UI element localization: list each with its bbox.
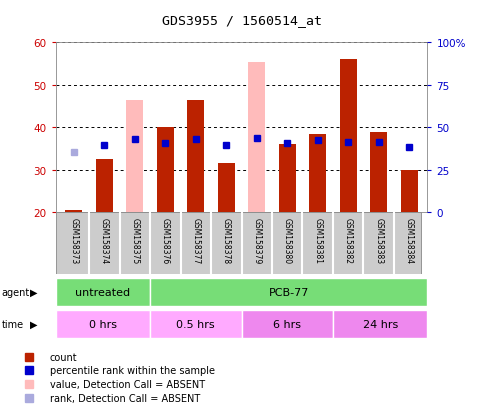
Text: untreated: untreated [75, 287, 130, 297]
Text: time: time [1, 319, 24, 329]
Text: rank, Detection Call = ABSENT: rank, Detection Call = ABSENT [50, 393, 200, 403]
Text: GSM158376: GSM158376 [161, 218, 170, 264]
Bar [279, 145, 296, 213]
Text: ▶: ▶ [30, 287, 38, 297]
Bar [127, 100, 143, 213]
Bar [187, 100, 204, 213]
Text: agent: agent [1, 287, 29, 297]
Text: GSM158380: GSM158380 [283, 218, 292, 263]
Bar [242, 311, 333, 338]
Bar [157, 128, 174, 213]
Text: PCB-77: PCB-77 [269, 287, 309, 297]
Text: GDS3955 / 1560514_at: GDS3955 / 1560514_at [161, 14, 322, 27]
Text: count: count [50, 352, 77, 362]
Bar [150, 278, 427, 306]
Text: 24 hrs: 24 hrs [363, 319, 398, 329]
Text: GSM158379: GSM158379 [252, 218, 261, 264]
Text: percentile rank within the sample: percentile rank within the sample [50, 366, 214, 375]
Bar [56, 311, 150, 338]
Bar [218, 164, 235, 213]
Text: GSM158378: GSM158378 [222, 218, 231, 263]
Text: GSM158377: GSM158377 [191, 218, 200, 264]
Text: GSM158382: GSM158382 [344, 218, 353, 263]
Text: GSM158383: GSM158383 [374, 218, 383, 263]
Bar [56, 278, 150, 306]
Bar [150, 311, 242, 338]
Text: 6 hrs: 6 hrs [273, 319, 301, 329]
Text: value, Detection Call = ABSENT: value, Detection Call = ABSENT [50, 380, 205, 389]
Text: ▶: ▶ [30, 319, 38, 329]
Bar [333, 311, 427, 338]
Bar [340, 60, 356, 213]
Text: 0.5 hrs: 0.5 hrs [176, 319, 215, 329]
Text: GSM158384: GSM158384 [405, 218, 413, 263]
Bar [96, 160, 113, 213]
Text: GSM158381: GSM158381 [313, 218, 322, 263]
Text: GSM158374: GSM158374 [100, 218, 109, 264]
Bar [401, 170, 417, 213]
Bar [66, 211, 82, 213]
Bar [370, 132, 387, 213]
Text: GSM158375: GSM158375 [130, 218, 139, 264]
Text: GSM158373: GSM158373 [70, 218, 78, 264]
Text: 0 hrs: 0 hrs [89, 319, 117, 329]
Bar [309, 134, 326, 213]
Bar [248, 62, 265, 213]
